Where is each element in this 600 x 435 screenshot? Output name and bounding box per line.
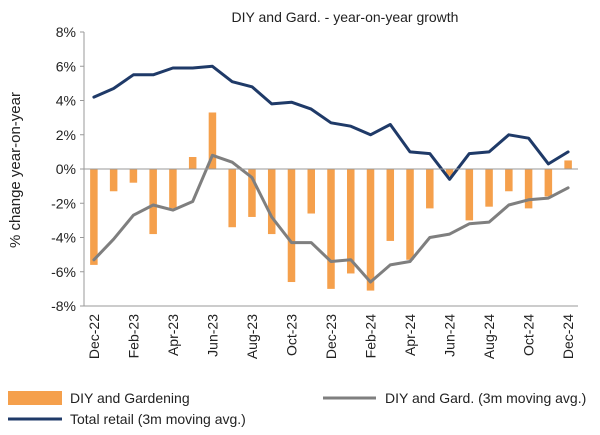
- x-tick-label: Dec-24: [560, 314, 576, 359]
- bar: [129, 169, 138, 183]
- x-tick-label: Oct-23: [283, 314, 299, 356]
- y-axis: 8% 6% 4% 2% 0% -2% -4% -6% -8%: [51, 24, 84, 314]
- bar: [228, 169, 236, 228]
- bar: [267, 169, 276, 235]
- chart-title: DIY and Gard. - year-on-year growth: [232, 9, 459, 25]
- bar: [445, 169, 454, 176]
- x-tick-label: Aug-24: [481, 314, 497, 359]
- x-axis: Dec-22 Feb-23 Apr-23 Jun-23 Aug-23 Oct-23 Dec-…: [86, 314, 576, 359]
- y-tick-label: -4%: [51, 230, 76, 246]
- x-tick-label: Apr-23: [165, 314, 181, 356]
- y-tick-label: -2%: [51, 195, 76, 211]
- bar: [544, 169, 553, 197]
- y-tick-label: 6%: [56, 58, 76, 74]
- bar: [188, 157, 197, 169]
- x-tick-label: Jun-24: [442, 314, 458, 357]
- x-tick-label: Jun-23: [204, 314, 220, 357]
- x-tick-label: Feb-24: [363, 314, 379, 359]
- line-series: [92, 64, 570, 284]
- axes: [83, 32, 578, 307]
- legend: DIY and Gardening DIY and Gard. (3m movin…: [8, 390, 586, 427]
- x-tick-label: Dec-22: [86, 314, 102, 359]
- y-axis-title: % change year-on-year: [7, 92, 24, 248]
- bar: [169, 169, 177, 209]
- x-tick-label: Oct-24: [521, 314, 537, 356]
- bar: [485, 169, 493, 207]
- series-line: [92, 153, 570, 284]
- bar: [386, 169, 395, 241]
- legend-swatch-bar: [8, 391, 62, 405]
- x-tick-label: Dec-23: [323, 314, 339, 359]
- y-tick-label: 0%: [56, 161, 76, 177]
- bar-series: [90, 112, 572, 291]
- y-tick-label: -6%: [51, 264, 76, 280]
- bar: [287, 169, 296, 283]
- bar: [465, 169, 474, 221]
- bar: [505, 169, 513, 192]
- x-tick-label: Aug-23: [244, 314, 260, 359]
- legend-label: DIY and Gard. (3m moving avg.): [385, 390, 586, 406]
- bar: [90, 169, 98, 265]
- bar: [307, 169, 315, 214]
- x-tick-label: Apr-24: [402, 314, 418, 356]
- y-tick-label: 8%: [56, 24, 76, 40]
- legend-label: Total retail (3m moving avg.): [70, 411, 246, 427]
- bar: [564, 160, 572, 169]
- bar: [426, 169, 434, 209]
- y-tick-label: 4%: [56, 93, 76, 109]
- bar: [208, 112, 217, 169]
- x-tick-label: Feb-23: [125, 314, 141, 359]
- bar: [327, 169, 335, 289]
- bar: [366, 169, 375, 291]
- bar: [109, 169, 118, 192]
- bar: [524, 169, 533, 209]
- y-tick-label: 2%: [56, 127, 76, 143]
- y-tick-label: -8%: [51, 298, 76, 314]
- series-line: [92, 64, 570, 181]
- bar: [406, 169, 414, 260]
- bar: [149, 169, 157, 235]
- legend-label: DIY and Gardening: [70, 390, 190, 406]
- bar: [248, 169, 256, 217]
- bar: [347, 169, 355, 274]
